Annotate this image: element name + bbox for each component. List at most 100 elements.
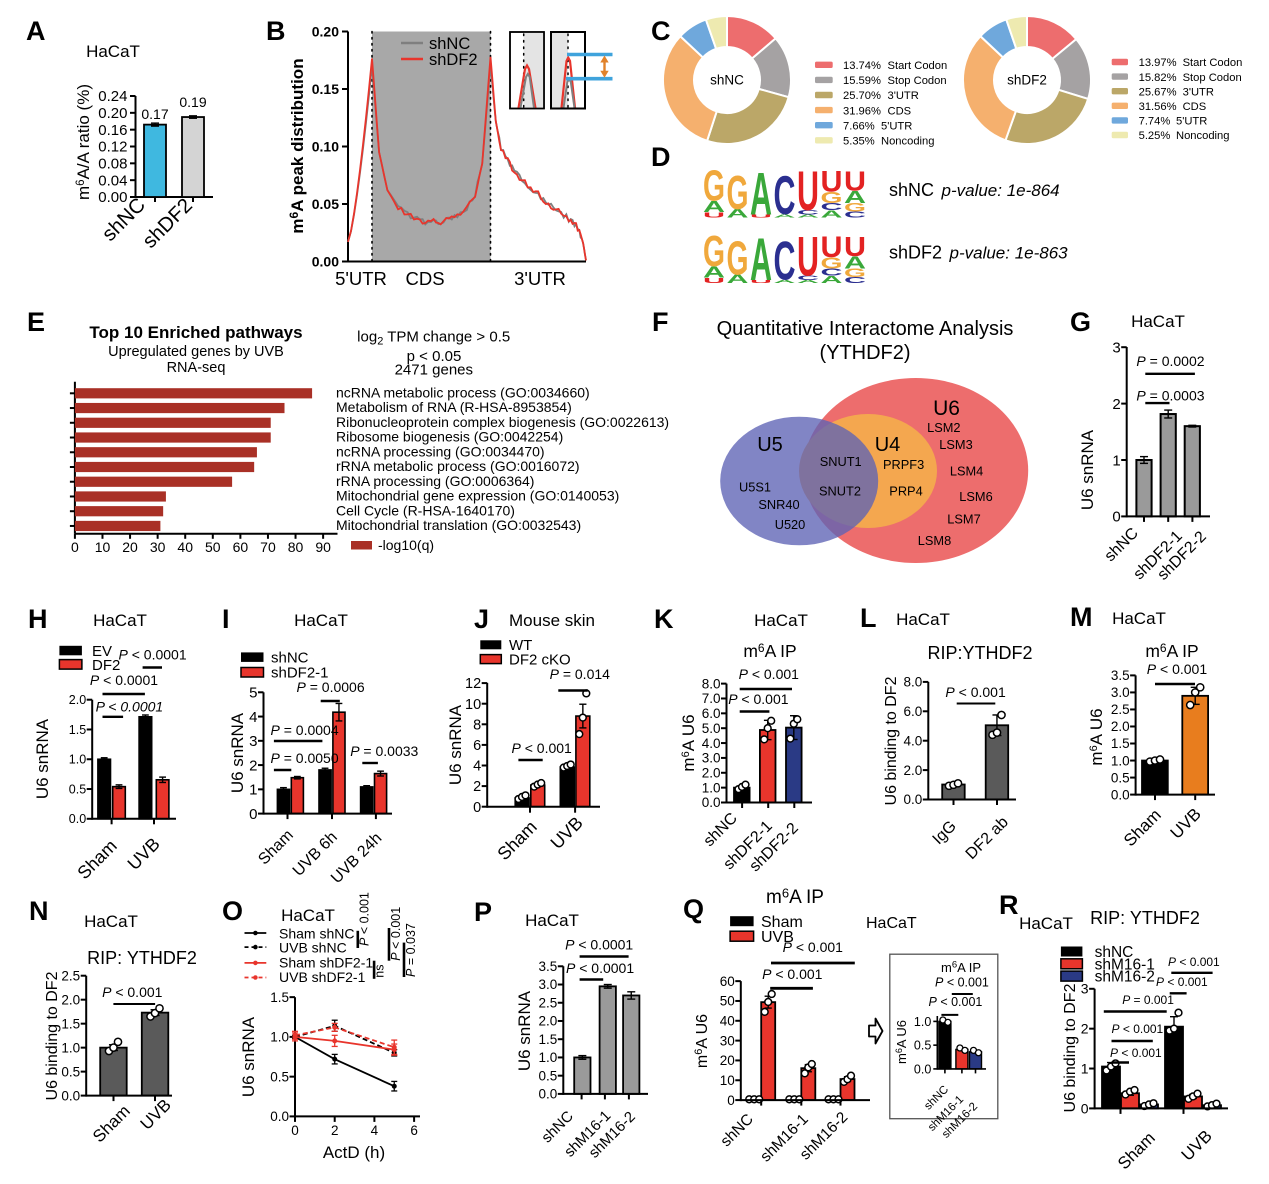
svg-text:shNC: shNC bbox=[1095, 944, 1134, 961]
svg-text:1.5: 1.5 bbox=[69, 723, 86, 737]
svg-text:RIP:YTHDF2: RIP:YTHDF2 bbox=[927, 643, 1032, 663]
svg-text:3: 3 bbox=[249, 733, 257, 750]
svg-text:shDF2: shDF2 bbox=[889, 243, 942, 263]
svg-text:m6A U6: m6A U6 bbox=[693, 1014, 711, 1068]
svg-text:U5S1: U5S1 bbox=[739, 480, 771, 495]
svg-text:8.0: 8.0 bbox=[702, 676, 721, 691]
svg-text:G: G bbox=[844, 201, 866, 215]
svg-text:P < 0.001: P < 0.001 bbox=[1147, 661, 1208, 677]
svg-text:2: 2 bbox=[1081, 1021, 1089, 1037]
svg-text:LSM7: LSM7 bbox=[947, 512, 980, 527]
svg-text:10: 10 bbox=[720, 1073, 735, 1088]
svg-text:A: A bbox=[727, 207, 750, 221]
svg-text:m6A IP: m6A IP bbox=[766, 886, 824, 909]
svg-text:0.0: 0.0 bbox=[904, 792, 923, 807]
svg-text:4: 4 bbox=[249, 709, 257, 726]
svg-text:P < 0.001: P < 0.001 bbox=[512, 740, 573, 756]
svg-text:A: A bbox=[774, 279, 799, 285]
svg-text:Q: Q bbox=[683, 894, 704, 924]
svg-text:H: H bbox=[28, 604, 48, 634]
svg-text:0.0: 0.0 bbox=[539, 1087, 558, 1102]
svg-text:U6 binding to DF2: U6 binding to DF2 bbox=[883, 676, 900, 805]
svg-text:2.0: 2.0 bbox=[69, 693, 86, 707]
svg-text:P < 0.001: P < 0.001 bbox=[1110, 1046, 1162, 1060]
svg-text:C: C bbox=[797, 210, 822, 217]
svg-text:1.0: 1.0 bbox=[914, 1015, 931, 1029]
svg-text:shDF2-1: shDF2-1 bbox=[271, 665, 329, 682]
svg-text:2.0: 2.0 bbox=[702, 766, 721, 781]
svg-text:C: C bbox=[774, 164, 796, 226]
svg-text:P = 0.037: P = 0.037 bbox=[404, 923, 418, 977]
svg-text:Sham shDF2-1: Sham shDF2-1 bbox=[279, 954, 373, 970]
svg-text:rRNA processing (GO:0006364): rRNA processing (GO:0006364) bbox=[336, 473, 534, 489]
svg-text:A: A bbox=[821, 275, 844, 286]
svg-text:RIP: YTHDF2: RIP: YTHDF2 bbox=[87, 948, 197, 968]
svg-text:HaCaT: HaCaT bbox=[866, 915, 917, 932]
svg-text:HaCaT: HaCaT bbox=[1131, 312, 1185, 331]
svg-text:1: 1 bbox=[1081, 1060, 1089, 1076]
svg-text:U6 snRNA: U6 snRNA bbox=[239, 1016, 258, 1097]
svg-text:0: 0 bbox=[71, 539, 79, 555]
svg-text:m6A IP: m6A IP bbox=[941, 960, 981, 976]
svg-text:0.08: 0.08 bbox=[98, 156, 127, 173]
svg-text:p-value: 1e-863: p-value: 1e-863 bbox=[949, 244, 1069, 263]
svg-text:G: G bbox=[1070, 307, 1091, 337]
svg-text:U5: U5 bbox=[757, 434, 783, 456]
svg-text:U6 snRNA: U6 snRNA bbox=[228, 712, 247, 793]
svg-text:G: G bbox=[703, 163, 725, 211]
svg-text:m6A U6: m6A U6 bbox=[679, 714, 698, 771]
svg-text:3.0: 3.0 bbox=[702, 751, 721, 766]
svg-text:P < 0.0001: P < 0.0001 bbox=[119, 647, 187, 663]
svg-text:P = 0.001: P = 0.001 bbox=[1122, 993, 1174, 1007]
svg-text:0.5: 0.5 bbox=[1111, 770, 1130, 785]
svg-text:G: G bbox=[703, 228, 725, 276]
svg-text:0.5: 0.5 bbox=[270, 1069, 289, 1084]
svg-text:U: U bbox=[844, 231, 866, 262]
svg-text:0.0: 0.0 bbox=[69, 812, 86, 826]
svg-text:ns: ns bbox=[373, 964, 387, 977]
svg-text:LSM3: LSM3 bbox=[939, 437, 972, 452]
svg-text:1.0: 1.0 bbox=[270, 1030, 289, 1045]
svg-text:1.0: 1.0 bbox=[1111, 753, 1130, 768]
svg-text:3.5: 3.5 bbox=[539, 959, 558, 974]
svg-text:70: 70 bbox=[260, 539, 276, 555]
svg-text:F: F bbox=[652, 307, 669, 337]
svg-text:G: G bbox=[727, 166, 749, 220]
svg-text:U: U bbox=[797, 160, 819, 222]
svg-text:3: 3 bbox=[1112, 339, 1120, 356]
svg-text:1.0: 1.0 bbox=[69, 753, 86, 767]
svg-text:P < 0.001: P < 0.001 bbox=[358, 892, 372, 946]
svg-text:U: U bbox=[703, 211, 727, 220]
svg-text:P = 0.0003: P = 0.0003 bbox=[1136, 388, 1204, 404]
svg-text:U6 snRNA: U6 snRNA bbox=[515, 990, 534, 1071]
svg-text:30: 30 bbox=[150, 539, 166, 555]
svg-text:HaCaT: HaCaT bbox=[1112, 609, 1166, 628]
svg-text:2471 genes: 2471 genes bbox=[395, 362, 473, 379]
svg-text:25.70%: 25.70% bbox=[843, 90, 881, 102]
svg-text:P = 0.0002: P = 0.0002 bbox=[1136, 353, 1204, 369]
svg-text:15.59%: 15.59% bbox=[843, 75, 881, 87]
svg-text:P < 0.001: P < 0.001 bbox=[1168, 955, 1220, 969]
svg-text:0.5: 0.5 bbox=[539, 1068, 558, 1083]
svg-text:rRNA metabolic process (GO:001: rRNA metabolic process (GO:0016072) bbox=[336, 458, 580, 474]
svg-text:P: P bbox=[474, 897, 492, 927]
svg-text:A: A bbox=[774, 214, 799, 220]
svg-text:SNR40: SNR40 bbox=[758, 497, 799, 512]
svg-text:5'UTR: 5'UTR bbox=[1176, 116, 1207, 128]
svg-text:2.0: 2.0 bbox=[1111, 719, 1130, 734]
svg-text:2.0: 2.0 bbox=[904, 763, 923, 778]
svg-text:shDF2: shDF2 bbox=[429, 51, 478, 69]
svg-text:U4: U4 bbox=[875, 434, 901, 456]
svg-text:DF2: DF2 bbox=[92, 657, 120, 674]
svg-text:WT: WT bbox=[509, 637, 532, 654]
svg-text:U520: U520 bbox=[775, 517, 806, 532]
svg-text:1.5: 1.5 bbox=[61, 1016, 80, 1031]
svg-text:P = 0.0050: P = 0.0050 bbox=[271, 750, 339, 766]
svg-text:0.0: 0.0 bbox=[61, 1088, 80, 1103]
svg-text:3.0: 3.0 bbox=[1111, 685, 1130, 700]
svg-text:A: A bbox=[703, 199, 726, 216]
svg-text:B: B bbox=[266, 16, 286, 46]
svg-text:shNC: shNC bbox=[889, 180, 934, 200]
svg-text:P = 0.0033: P = 0.0033 bbox=[350, 743, 418, 759]
svg-text:G: G bbox=[844, 266, 866, 280]
